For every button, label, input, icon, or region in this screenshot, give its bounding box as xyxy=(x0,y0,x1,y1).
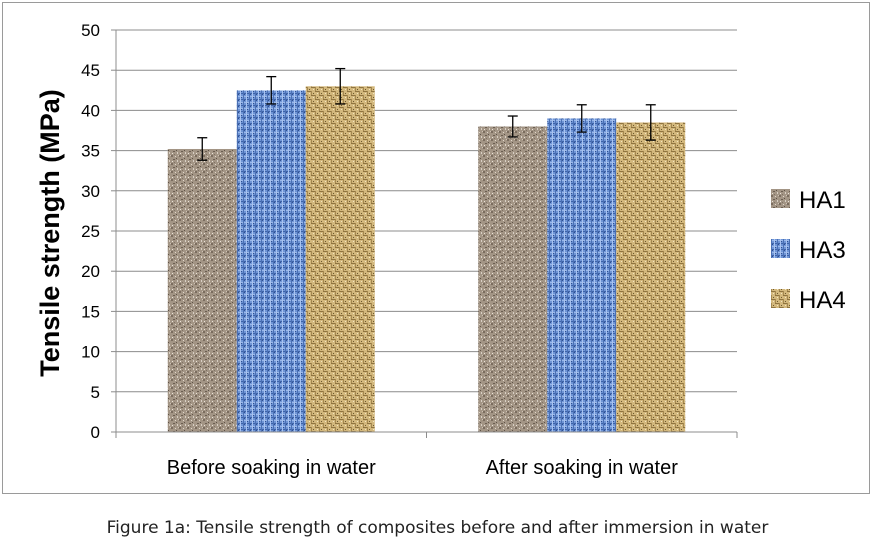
chart-frame: 0 5 10 15 20 25 30 35 40 45 50 Before soaking in wa… xyxy=(2,2,870,494)
y-tick-label: 40 xyxy=(81,101,100,120)
y-tick-label: 45 xyxy=(81,61,100,80)
y-tick-label: 15 xyxy=(81,302,100,321)
legend-label-ha1: HA1 xyxy=(799,187,846,214)
bar-ha4 xyxy=(305,86,375,432)
y-axis-label: Tensile strength (MPa) xyxy=(35,89,65,377)
legend: HA1 HA3 HA4 xyxy=(771,187,846,314)
legend-label-ha3: HA3 xyxy=(799,237,846,264)
y-tick-label: 20 xyxy=(81,262,100,281)
y-tick-label: 35 xyxy=(81,142,100,161)
bar-ha1 xyxy=(167,148,237,432)
y-tick-label: 5 xyxy=(91,383,100,402)
legend-label-ha4: HA4 xyxy=(799,287,846,314)
legend-swatch-ha1 xyxy=(771,189,790,208)
y-tick-label: 30 xyxy=(81,182,100,201)
y-tick-label: 50 xyxy=(81,21,100,40)
x-category-label: After soaking in water xyxy=(486,457,679,479)
bar-ha4 xyxy=(616,122,686,433)
y-tick-label: 10 xyxy=(81,343,100,362)
figure-caption: Figure 1a: Tensile strength of composite… xyxy=(106,518,769,538)
legend-swatch-ha3 xyxy=(771,239,790,258)
x-category-label: Before soaking in water xyxy=(167,457,376,479)
legend-swatch-ha4 xyxy=(771,289,790,308)
axes: 0 5 10 15 20 25 30 35 40 45 50 Before soaking in wa… xyxy=(81,21,738,479)
bars xyxy=(167,67,686,433)
bar-ha1 xyxy=(478,126,548,432)
bar-ha3 xyxy=(236,90,306,433)
y-tick-label: 0 xyxy=(91,423,100,442)
bar-ha3 xyxy=(547,118,617,432)
y-tick-label: 25 xyxy=(81,222,100,241)
bar-chart: 0 5 10 15 20 25 30 35 40 45 50 Before soaking in wa… xyxy=(35,21,846,479)
